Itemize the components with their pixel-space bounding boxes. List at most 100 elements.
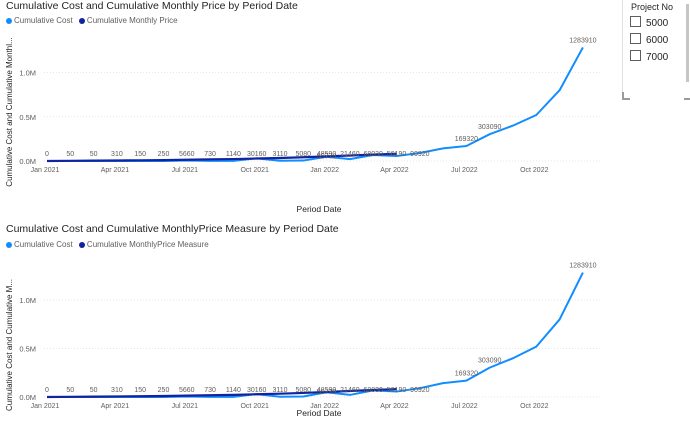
data-label: 50 [66, 151, 74, 158]
data-label: 48590 [317, 151, 337, 158]
slicer-option-label: 6000 [646, 35, 669, 46]
slicer-option-7000[interactable]: 7000 [630, 50, 668, 63]
data-label: 90920 [410, 151, 430, 158]
legend-label: Cumulative Monthly Price [86, 16, 178, 25]
x-tick-label: Jul 2022 [451, 167, 478, 174]
line-chart[interactable]: 0.0M 0.5M 1.0M Cumulative Cost and Cumulati… [0, 0, 612, 215]
x-tick-label: Jan 2022 [310, 167, 339, 174]
data-label: 1283910 [569, 37, 596, 44]
x-tick-label: Apr 2021 [101, 167, 130, 174]
x-axis-title: Period Date [297, 408, 342, 418]
series-line-monthly-price [46, 152, 397, 163]
legend-item-monthlyprice-measure[interactable]: Cumulative MonthlyPrice Measure [78, 240, 209, 249]
data-label: 56190 [387, 387, 407, 394]
data-label: 5660 [179, 151, 195, 158]
slicer-title: Project No [631, 2, 674, 12]
y-tick-label: 0.0M [19, 157, 36, 166]
data-label: 169320 [455, 136, 478, 143]
slicer-option-5000[interactable]: 5000 [630, 16, 668, 29]
legend-label: Cumulative MonthlyPrice Measure [86, 240, 209, 249]
data-label: 730 [204, 151, 216, 158]
x-tick-label: Apr 2022 [380, 167, 409, 174]
x-tick-label: Jul 2021 [172, 403, 199, 410]
x-tick-label: Jul 2021 [172, 167, 199, 174]
x-tick-label: Apr 2022 [380, 403, 409, 410]
x-tick-label: Oct 2022 [520, 403, 549, 410]
data-label: 5080 [296, 387, 312, 394]
data-label: 21460 [340, 387, 360, 394]
legend-item-cumulative-cost[interactable]: Cumulative Cost [6, 16, 73, 25]
y-tick-label: 1.0M [19, 296, 36, 305]
x-tick-label: Jan 2021 [31, 403, 60, 410]
slicer-scrollbar[interactable] [686, 4, 689, 82]
data-label: 50 [90, 151, 98, 158]
project-no-slicer[interactable]: Project No 5000 6000 7000 [622, 0, 690, 98]
data-label: 55770 [317, 153, 337, 160]
data-label: 310 [111, 151, 123, 158]
data-label: 48590 [317, 387, 337, 394]
chart-legend: Cumulative Cost Cumulative MonthlyPrice … [6, 240, 213, 249]
data-label: 310 [111, 387, 123, 394]
data-label: 1283910 [569, 263, 596, 270]
y-tick-label: 0.5M [19, 345, 36, 354]
chart-legend: Cumulative Cost Cumulative Monthly Price [6, 16, 182, 25]
data-label: 30160 [247, 151, 267, 158]
chart-title: Cumulative Cost and Cumulative Monthly P… [6, 0, 298, 12]
data-label: 0 [45, 151, 49, 158]
data-label: 5080 [296, 151, 312, 158]
data-label: 250 [158, 151, 170, 158]
data-label: 1140 [226, 387, 241, 394]
legend-label: Cumulative Cost [14, 240, 73, 249]
series-line-monthly-price [46, 387, 397, 399]
x-tick-label: Oct 2021 [240, 167, 269, 174]
legend-marker [6, 241, 12, 248]
data-label: 30160 [247, 387, 267, 394]
data-label: 169320 [455, 371, 478, 378]
resize-handle-icon[interactable] [684, 92, 690, 100]
chart-title: Cumulative Cost and Cumulative MonthlyPr… [6, 223, 339, 235]
data-label: 730 [204, 387, 216, 394]
slicer-option-label: 7000 [646, 52, 669, 63]
legend-item-cumulative-cost[interactable]: Cumulative Cost [6, 240, 73, 249]
x-tick-label: Apr 2021 [101, 403, 130, 410]
data-label: 56190 [387, 151, 407, 158]
y-tick-label: 0.0M [19, 393, 36, 402]
slicer-option-6000[interactable]: 6000 [630, 33, 668, 46]
data-label: 68030 [363, 387, 383, 394]
legend-item-monthly-price[interactable]: Cumulative Monthly Price [78, 16, 178, 25]
data-label: 3110 [272, 387, 287, 394]
x-tick-label: Oct 2021 [240, 403, 269, 410]
checkbox-icon[interactable] [630, 50, 641, 61]
line-chart[interactable]: 0.0M 0.5M 1.0M Cumulative Cost and Cumulati… [0, 220, 612, 421]
y-tick-label: 0.5M [19, 113, 36, 122]
x-tick-label: Jan 2021 [31, 167, 60, 174]
legend-label: Cumulative Cost [14, 16, 73, 25]
data-label: 150 [134, 387, 146, 394]
data-label: 150 [134, 151, 146, 158]
x-tick-label: Oct 2022 [520, 167, 549, 174]
data-label: 5660 [179, 387, 195, 394]
data-label: 55770 [317, 389, 337, 396]
checkbox-icon[interactable] [630, 16, 641, 27]
data-label: 0 [45, 387, 49, 394]
y-axis-title: Cumulative Cost and Cumulative M... [5, 279, 14, 411]
data-label: 50 [66, 387, 74, 394]
data-label: 303090 [478, 358, 501, 365]
slicer-option-label: 5000 [646, 18, 669, 29]
resize-handle-icon[interactable] [622, 92, 630, 100]
x-axis-title: Period Date [297, 204, 342, 214]
data-label: 3110 [272, 151, 287, 158]
data-label: 50 [90, 387, 98, 394]
legend-marker [78, 17, 85, 24]
checkbox-icon[interactable] [630, 33, 641, 44]
data-label: 303090 [478, 124, 501, 131]
series-line-cumulative-cost [46, 272, 584, 398]
chart-visual-2[interactable]: Cumulative Cost and Cumulative MonthlyPr… [0, 220, 612, 421]
series-line-cumulative-cost [46, 46, 584, 162]
x-tick-label: Jul 2022 [451, 403, 478, 410]
y-tick-label: 1.0M [19, 69, 36, 78]
chart-visual-1[interactable]: Cumulative Cost and Cumulative Monthly P… [0, 0, 612, 215]
data-label: 21460 [340, 151, 360, 158]
legend-marker [78, 241, 85, 248]
data-label: 1140 [226, 151, 241, 158]
